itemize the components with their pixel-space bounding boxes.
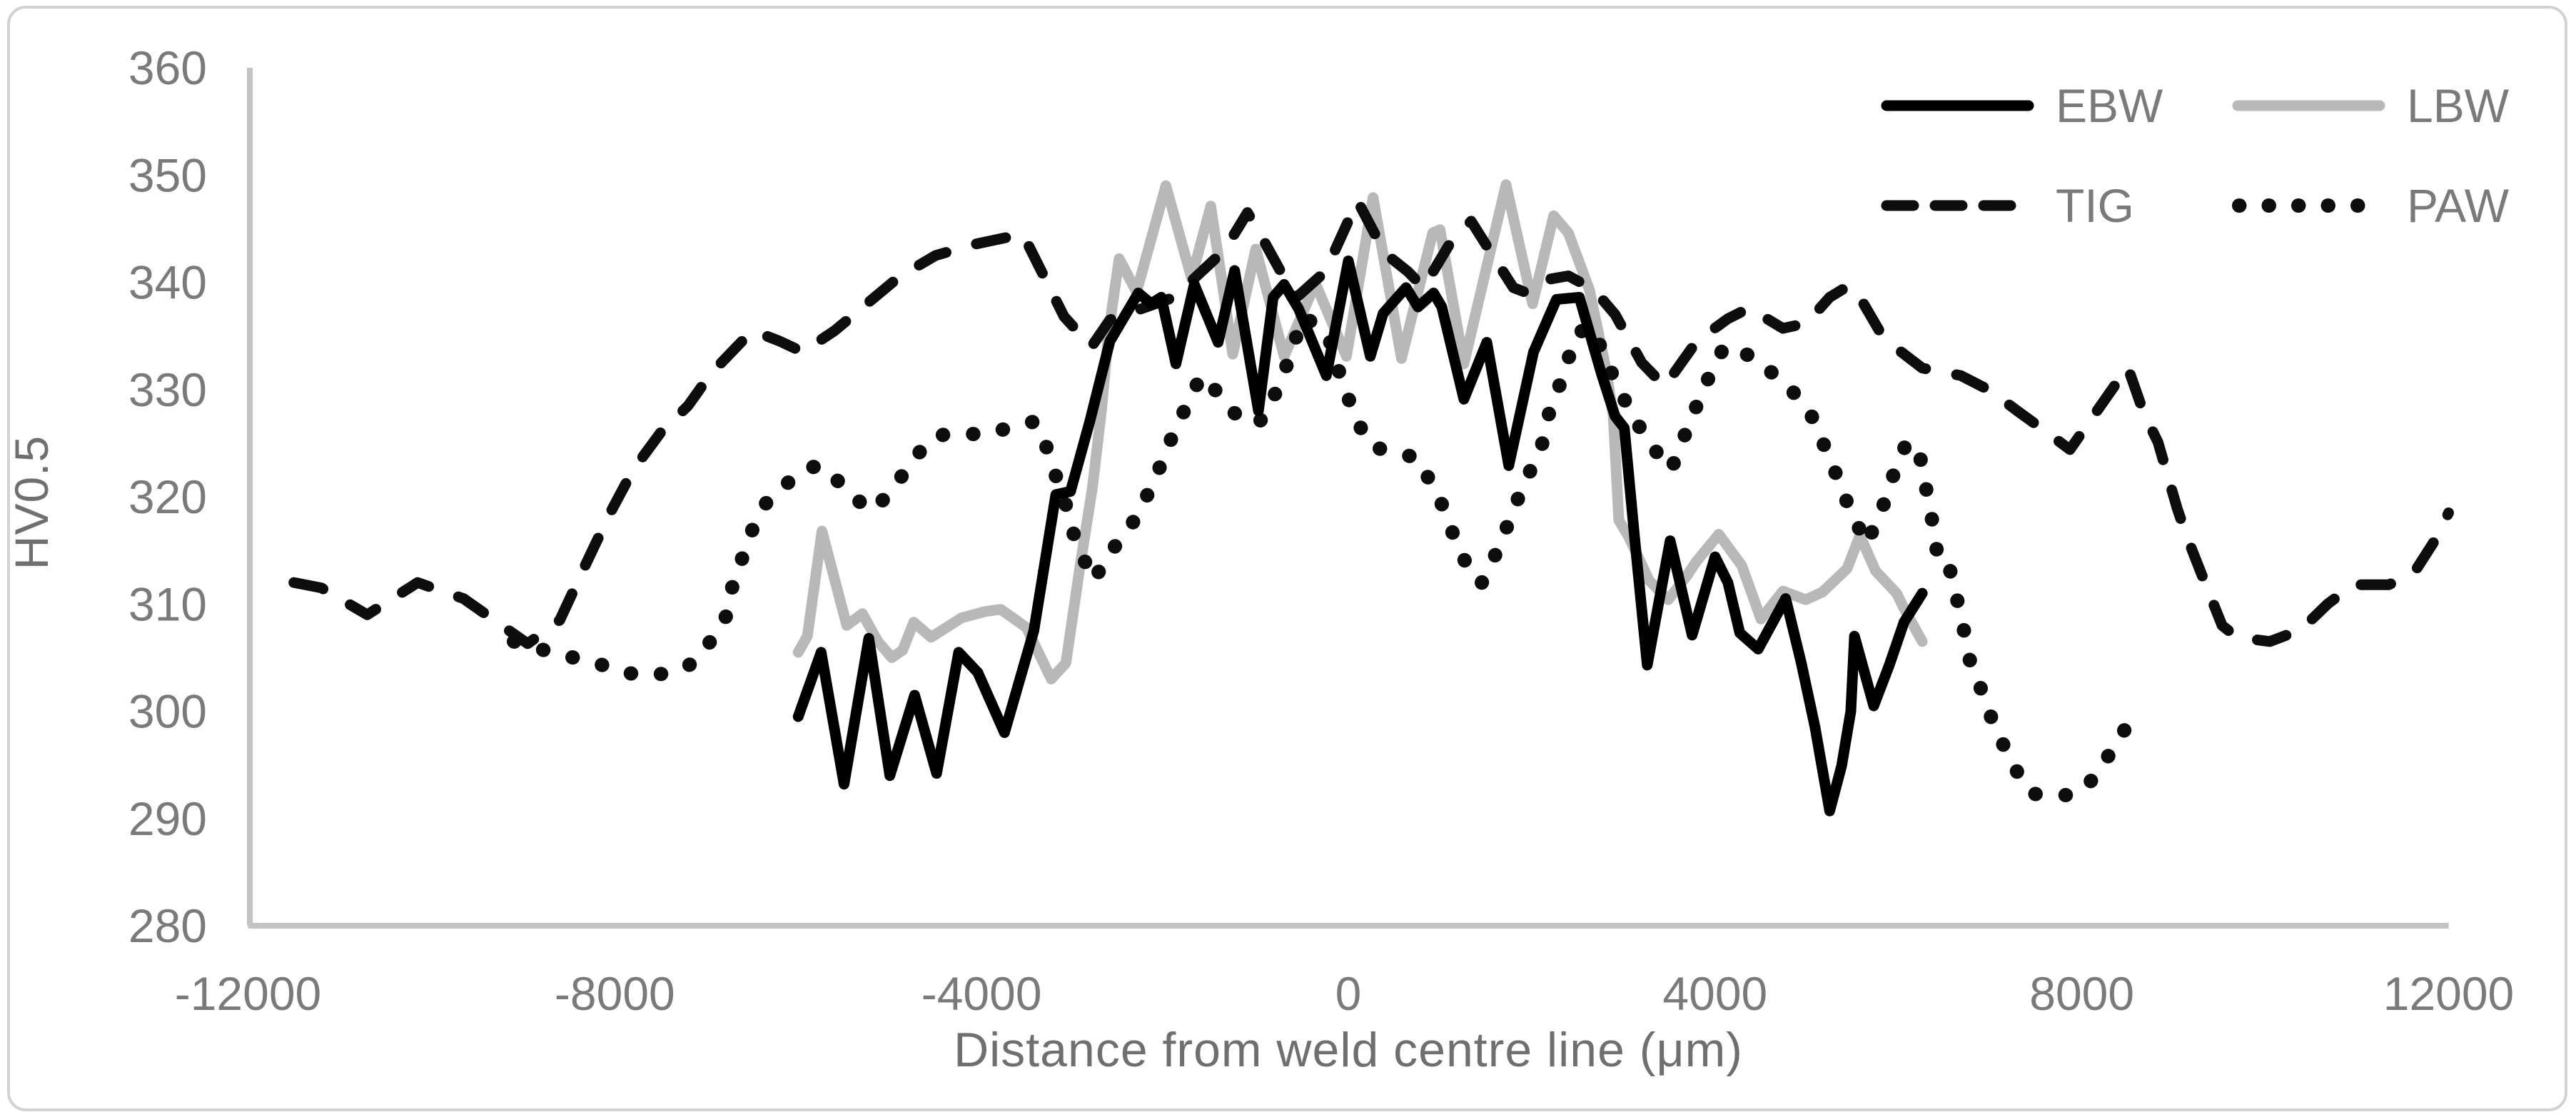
y-tick-label: 300 [128, 685, 207, 738]
series-lbw-line [792, 179, 1928, 684]
x-tick-label: 4000 [1662, 967, 1767, 1020]
x-tick-label: 0 [1335, 967, 1362, 1020]
series-ebw-line [792, 256, 1928, 817]
y-tick-label: 350 [128, 148, 207, 201]
x-tick-label: -12000 [175, 967, 322, 1020]
x-tick-label: 12000 [2383, 967, 2515, 1020]
y-tick-label: 330 [128, 363, 207, 416]
x-axis-title: Distance from weld centre line (μm) [954, 1023, 1743, 1077]
y-tick-label: 280 [128, 899, 207, 952]
y-tick-label: 290 [128, 792, 207, 845]
y-axis-title: HV0.5 [5, 435, 58, 570]
y-tick-label: 360 [128, 41, 207, 94]
y-tick-label: 310 [128, 577, 207, 630]
y-tick-label: 320 [128, 470, 207, 523]
series-paw-line [507, 309, 2141, 804]
x-tick-label: -4000 [921, 967, 1042, 1020]
y-tick-label: 340 [128, 256, 207, 309]
x-tick-label: 8000 [2029, 967, 2134, 1020]
series-tig-line [288, 195, 2454, 650]
x-tick-label: -8000 [555, 967, 675, 1020]
